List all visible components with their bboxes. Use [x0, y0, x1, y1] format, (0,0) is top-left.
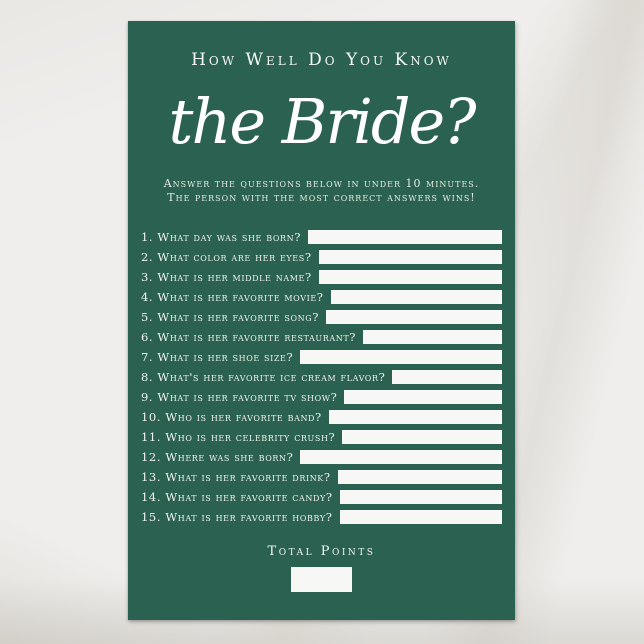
instructions-line-1: Answer the questions below in under 10 m… — [163, 177, 480, 190]
question-label: 8. What's her favorite ice cream flavor? — [141, 370, 386, 384]
answer-box[interactable] — [328, 410, 502, 424]
question-label: 12. Where was she born? — [141, 450, 294, 464]
question-label: 6. What is her favorite restaurant? — [141, 330, 357, 344]
answer-box[interactable] — [337, 470, 502, 484]
question-label: 9. What is her favorite tv show? — [141, 390, 338, 404]
answer-box[interactable] — [330, 290, 502, 304]
answer-box[interactable] — [392, 370, 502, 384]
question-label: 13. What is her favorite drink? — [141, 470, 331, 484]
question-row: 10. Who is her favorite band? — [141, 407, 502, 427]
total-points-label: Total Points — [267, 544, 376, 559]
question-row: 2. What color are her eyes? — [141, 247, 502, 267]
question-label: 15. What is her favorite hobby? — [141, 510, 333, 524]
question-label: 3. What is her middle name? — [141, 270, 312, 284]
question-row: 6. What is her favorite restaurant? — [141, 327, 502, 347]
question-list: 1. What day was she born? 2. What color a… — [141, 227, 502, 527]
question-row: 1. What day was she born? — [141, 227, 502, 247]
card-instructions: Answer the questions below in under 10 m… — [128, 177, 515, 204]
question-label: 14. What is her favorite candy? — [141, 490, 333, 504]
question-label: 4. What is her favorite movie? — [141, 290, 324, 304]
answer-box[interactable] — [342, 430, 502, 444]
card-title: How Well Do You Know — [191, 50, 452, 70]
answer-box[interactable] — [308, 230, 502, 244]
answer-box[interactable] — [300, 450, 502, 464]
answer-box[interactable] — [339, 510, 502, 524]
answer-box[interactable] — [318, 250, 502, 264]
question-label: 7. What is her shoe size? — [141, 350, 294, 364]
question-row: 3. What is her middle name? — [141, 267, 502, 287]
question-row: 12. Where was she born? — [141, 447, 502, 467]
question-row: 7. What is her shoe size? — [141, 347, 502, 367]
question-row: 5. What is her favorite song? — [141, 307, 502, 327]
game-card: How Well Do You Know the Bride? Answer t… — [128, 21, 515, 620]
question-row: 8. What's her favorite ice cream flavor? — [141, 367, 502, 387]
answer-box[interactable] — [339, 490, 502, 504]
question-row: 9. What is her favorite tv show? — [141, 387, 502, 407]
question-row: 11. Who is her celebrity crush? — [141, 427, 502, 447]
card-script-title: the Bride? — [168, 85, 477, 158]
total-points-box[interactable] — [291, 567, 352, 592]
question-row: 4. What is her favorite movie? — [141, 287, 502, 307]
answer-box[interactable] — [363, 330, 502, 344]
question-label: 11. Who is her celebrity crush? — [141, 430, 336, 444]
answer-box[interactable] — [318, 270, 502, 284]
question-label: 1. What day was she born? — [141, 230, 302, 244]
answer-box[interactable] — [326, 310, 502, 324]
question-label: 5. What is her favorite song? — [141, 310, 319, 324]
question-label: 2. What color are her eyes? — [141, 250, 312, 264]
answer-box[interactable] — [344, 390, 502, 404]
question-row: 14. What is her favorite candy? — [141, 487, 502, 507]
question-row: 15. What is her favorite hobby? — [141, 507, 502, 527]
question-label: 10. Who is her favorite band? — [141, 410, 322, 424]
answer-box[interactable] — [300, 350, 502, 364]
instructions-line-2: The person with the most correct answers… — [167, 190, 476, 204]
question-row: 13. What is her favorite drink? — [141, 467, 502, 487]
